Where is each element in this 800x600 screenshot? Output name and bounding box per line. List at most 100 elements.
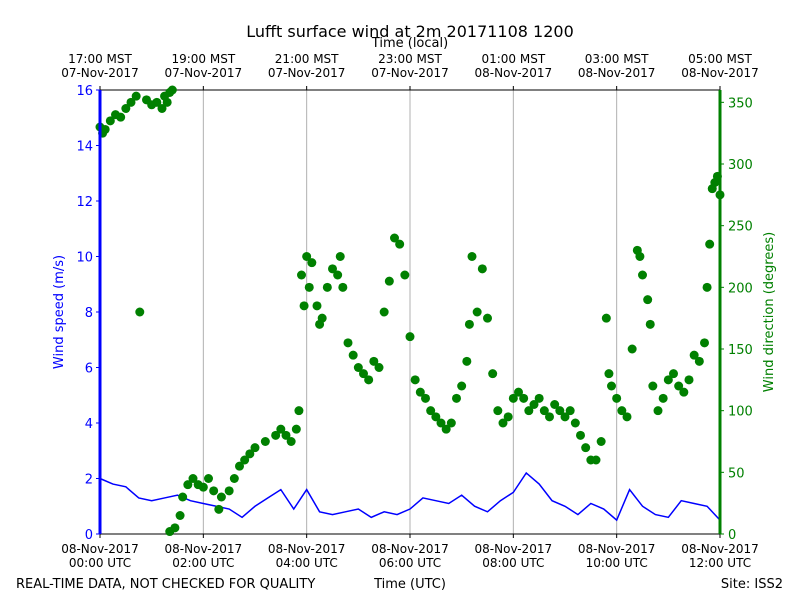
x-tick-label: 08-Nov-2017 08:00 UTC [474,542,553,570]
direction-point [175,511,185,520]
direction-point [317,313,327,323]
direction-point [555,406,565,416]
direction-point [271,430,281,440]
direction-point [648,381,658,391]
direction-point [374,363,384,372]
direction-point [653,406,663,416]
direction-point [529,400,539,409]
direction-point [415,387,425,397]
direction-point [627,344,637,354]
direction-point [250,443,260,453]
direction-point [539,406,549,416]
direction-point [617,406,627,416]
direction-point [488,369,498,379]
direction-point [436,418,446,428]
y-tick-label: 16 [76,84,93,99]
direction-point [384,276,394,286]
direction-point [441,424,451,434]
direction-point [405,332,415,342]
direction-point [198,482,208,492]
direction-point [658,393,668,403]
direction-point [431,412,441,422]
x2-tick-label: 05:00 MST 08-Nov-2017 [681,52,759,80]
direction-point [116,112,126,122]
x-tick-label: 08-Nov-2017 02:00 UTC [164,542,243,570]
direction-point [281,430,291,440]
direction-point [601,313,611,323]
footer-left: REAL-TIME DATA, NOT CHECKED FOR QUALITY [16,577,315,592]
direction-point [379,307,389,317]
y-tick-label: 6 [85,362,93,377]
y2-tick-label: 250 [728,220,753,235]
direction-point [591,455,601,465]
direction-point [291,424,301,434]
direction-point [162,97,172,107]
direction-point [286,437,296,446]
direction-point [645,319,655,329]
direction-point [560,412,570,422]
direction-point [663,375,673,385]
direction-point [635,252,645,261]
direction-point [519,393,529,403]
x2-tick-label: 03:00 MST 08-Nov-2017 [577,52,656,80]
direction-point [477,264,487,274]
direction-point [464,319,474,329]
direction-point [410,375,420,385]
direction-point [235,461,244,471]
direction-point [204,474,213,483]
y-tick-label: 14 [76,140,93,155]
y-tick-label: 12 [76,195,93,210]
direction-point [462,356,472,366]
direction-point [457,381,467,391]
direction-point [446,418,456,428]
direction-point [369,356,379,366]
direction-point [604,369,614,379]
direction-point [335,252,345,261]
x-tick-label: 08-Nov-2017 10:00 UTC [577,542,656,570]
direction-point [348,350,358,360]
chart-title: Lufft surface wind at 2m 20171108 1200 [246,22,574,41]
y-axis-label: Wind speed (m/s) [52,255,67,369]
x2-tick-label: 01:00 MST 08-Nov-2017 [474,52,553,80]
y2-axis-label: Wind direction (degrees) [762,232,777,392]
direction-point [229,474,239,483]
direction-point [622,412,632,422]
direction-point [338,282,348,292]
direction-point [167,85,177,95]
top-axis-label: Time (local) [371,36,448,51]
direction-point [514,387,523,397]
direction-point [216,492,226,502]
direction-point [400,270,410,280]
direction-point [157,104,167,113]
direction-point [312,301,322,311]
direction-point [328,264,337,274]
y2-tick-label: 200 [728,281,753,296]
x-tick-label: 08-Nov-2017 04:00 UTC [267,542,346,570]
direction-point [576,430,585,440]
direction-point [131,91,141,101]
speed-line [99,471,721,522]
direction-point [694,356,704,366]
direction-point [152,97,162,107]
direction-point [426,406,436,416]
x-tick-label: 08-Nov-2017 06:00 UTC [371,542,449,570]
direction-point [545,412,554,422]
direction-point [333,270,343,280]
direction-point [596,437,606,446]
direction-point [183,480,193,490]
direction-point [570,418,580,428]
direction-point [493,406,503,416]
direction-point [689,350,699,360]
x2-tick-label: 17:00 MST 07-Nov-2017 [61,52,139,80]
y-tick-label: 4 [85,417,93,432]
y-tick-label: 0 [85,528,93,543]
direction-point [245,449,255,459]
y2-tick-label: 300 [728,158,753,173]
x2-tick-label: 23:00 MST 07-Nov-2017 [371,52,449,80]
x2-tick-label: 19:00 MST 07-Nov-2017 [164,52,243,80]
direction-point [612,393,622,403]
direction-point [705,239,715,249]
direction-point [581,443,591,453]
